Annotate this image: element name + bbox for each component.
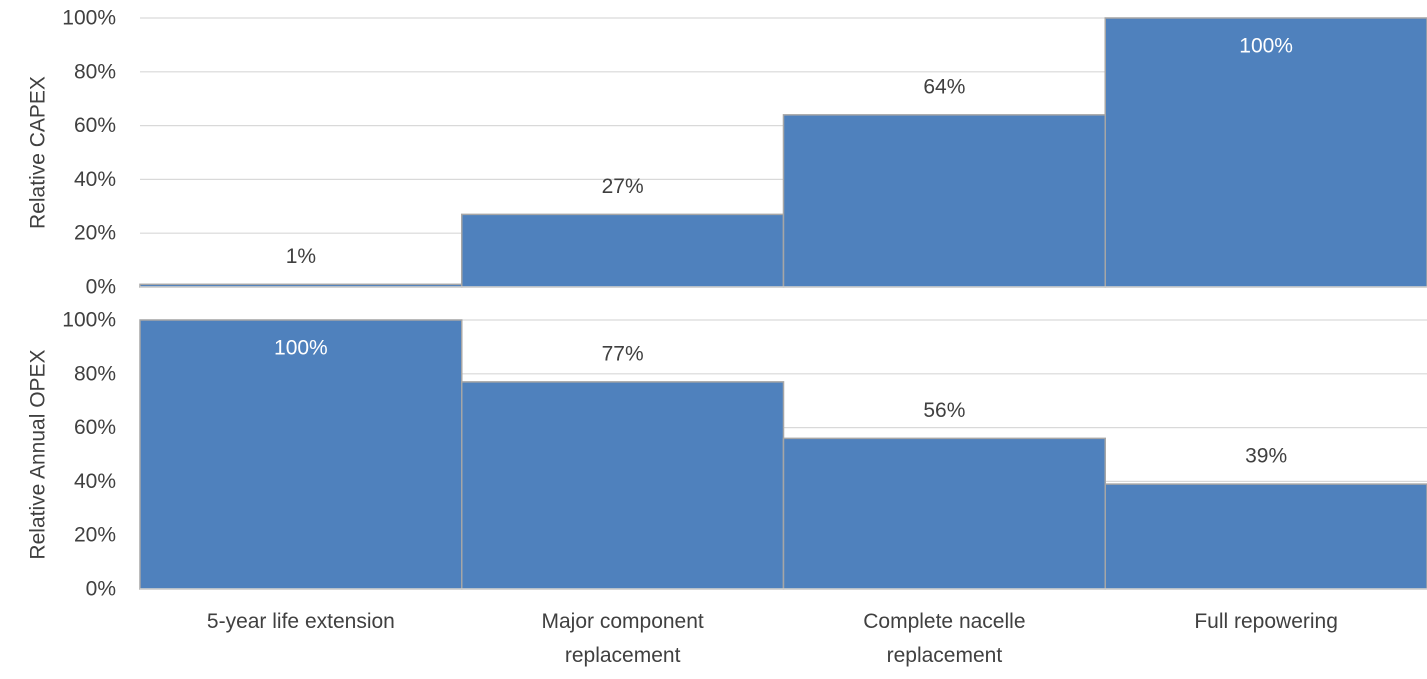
panel-2-y-tick-label: 60% [74, 416, 116, 439]
panel-2-data-label: 77% [602, 342, 644, 365]
panel-2-bar-2 [461, 381, 785, 590]
panel-2-y-tick-label: 40% [74, 470, 116, 493]
panel-2-data-label: 100% [274, 337, 328, 360]
panel-2-y-tick-label: 100% [62, 309, 116, 332]
panel-1-data-label: 64% [923, 75, 965, 98]
panel-2-data-label: 56% [923, 399, 965, 422]
x-category-label: Complete nacelle replacement [863, 610, 1025, 667]
x-category-label-line: 5-year life extension [207, 610, 395, 633]
panel-1-y-tick-label: 0% [86, 276, 116, 299]
panel-2-y-tick-label: 80% [74, 362, 116, 385]
panel-2-bar-1 [139, 319, 463, 590]
x-category-label-line: replacement [887, 644, 1003, 667]
panel-1-y-axis-title: Relative CAPEX [27, 76, 50, 229]
panel-1-data-label: 1% [286, 245, 316, 268]
x-category-label: 5-year life extension [207, 610, 395, 633]
panel-2-y-axis-title: Relative Annual OPEX [27, 349, 50, 559]
panel-1-y-tick-label: 20% [74, 222, 116, 245]
panel-1-y-tick-label: 100% [62, 7, 116, 30]
x-category-label: Major component replacement [542, 610, 704, 667]
x-category-label-line: replacement [565, 644, 681, 667]
panel-1-data-label: 100% [1239, 35, 1293, 58]
panel-1-bar-3 [782, 114, 1106, 288]
x-category-label-line: Complete nacelle [863, 610, 1025, 633]
panel-1-y-tick-label: 60% [74, 114, 116, 137]
panel-2-y-tick-label: 20% [74, 524, 116, 547]
x-category-label-line: Full repowering [1194, 610, 1338, 633]
panel-2-bar-3 [782, 437, 1106, 590]
panel-1-bar-4 [1104, 17, 1427, 288]
panel-2-bar-4 [1104, 483, 1427, 590]
panel-1-data-label: 27% [602, 175, 644, 198]
panel-1-bar-2 [461, 213, 785, 288]
panel-2-data-label: 39% [1245, 445, 1287, 468]
x-category-label: Full repowering [1194, 610, 1338, 633]
x-category-label-line: Major component [542, 610, 704, 633]
panel-2-y-tick-label: 0% [86, 578, 116, 601]
panel-1-y-tick-label: 40% [74, 168, 116, 191]
panel-1-y-tick-label: 80% [74, 60, 116, 83]
